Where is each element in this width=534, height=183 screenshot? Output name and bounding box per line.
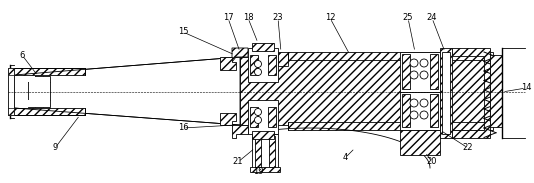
Text: 25: 25	[403, 14, 413, 23]
Text: 20: 20	[427, 158, 437, 167]
Polygon shape	[8, 68, 14, 75]
Bar	[240, 57, 490, 125]
Text: 23: 23	[273, 14, 284, 23]
Circle shape	[420, 111, 428, 119]
Circle shape	[410, 71, 418, 79]
Circle shape	[420, 71, 428, 79]
Bar	[490, 55, 502, 127]
Circle shape	[410, 59, 418, 67]
Text: 17: 17	[223, 14, 233, 23]
Circle shape	[255, 117, 262, 124]
Bar	[269, 136, 275, 167]
Bar	[248, 100, 278, 134]
Polygon shape	[232, 125, 248, 138]
Bar	[430, 54, 438, 89]
Bar	[442, 52, 450, 134]
Text: 18: 18	[242, 14, 253, 23]
Text: 12: 12	[325, 14, 335, 23]
Circle shape	[420, 99, 428, 107]
Text: 16: 16	[178, 124, 189, 132]
Bar	[278, 52, 288, 66]
Polygon shape	[232, 48, 248, 62]
Bar	[250, 167, 280, 172]
Polygon shape	[452, 48, 490, 138]
Bar	[255, 136, 261, 167]
Circle shape	[410, 99, 418, 107]
Circle shape	[410, 111, 418, 119]
Bar	[440, 48, 452, 138]
Bar	[248, 48, 278, 82]
Polygon shape	[28, 76, 35, 82]
Polygon shape	[8, 108, 14, 115]
Bar	[430, 94, 438, 127]
Text: 6: 6	[19, 51, 25, 59]
Polygon shape	[220, 113, 236, 125]
Bar	[402, 94, 410, 127]
Bar	[250, 55, 258, 75]
Text: 21: 21	[233, 158, 244, 167]
Bar	[268, 107, 276, 127]
Circle shape	[255, 61, 262, 68]
Bar	[288, 122, 493, 130]
Circle shape	[420, 59, 428, 67]
Polygon shape	[14, 68, 85, 75]
Text: 4: 4	[342, 154, 348, 163]
Text: 24: 24	[427, 14, 437, 23]
Polygon shape	[28, 100, 35, 107]
Bar	[252, 131, 274, 139]
Bar	[28, 76, 50, 107]
Circle shape	[255, 109, 262, 115]
Text: 9: 9	[52, 143, 58, 152]
Bar	[8, 68, 14, 115]
Circle shape	[255, 68, 262, 76]
Bar	[250, 107, 258, 127]
Bar	[252, 43, 274, 51]
Bar	[400, 92, 440, 130]
Bar	[402, 54, 410, 89]
Bar	[268, 55, 276, 75]
Polygon shape	[14, 57, 240, 125]
Text: 19: 19	[253, 167, 263, 176]
Bar	[252, 134, 278, 169]
Text: 22: 22	[463, 143, 473, 152]
Text: 14: 14	[521, 83, 531, 92]
Bar	[288, 52, 493, 60]
Polygon shape	[14, 108, 85, 115]
Polygon shape	[220, 57, 236, 70]
Bar	[400, 52, 440, 92]
Bar	[400, 130, 440, 155]
Text: 15: 15	[178, 27, 189, 36]
